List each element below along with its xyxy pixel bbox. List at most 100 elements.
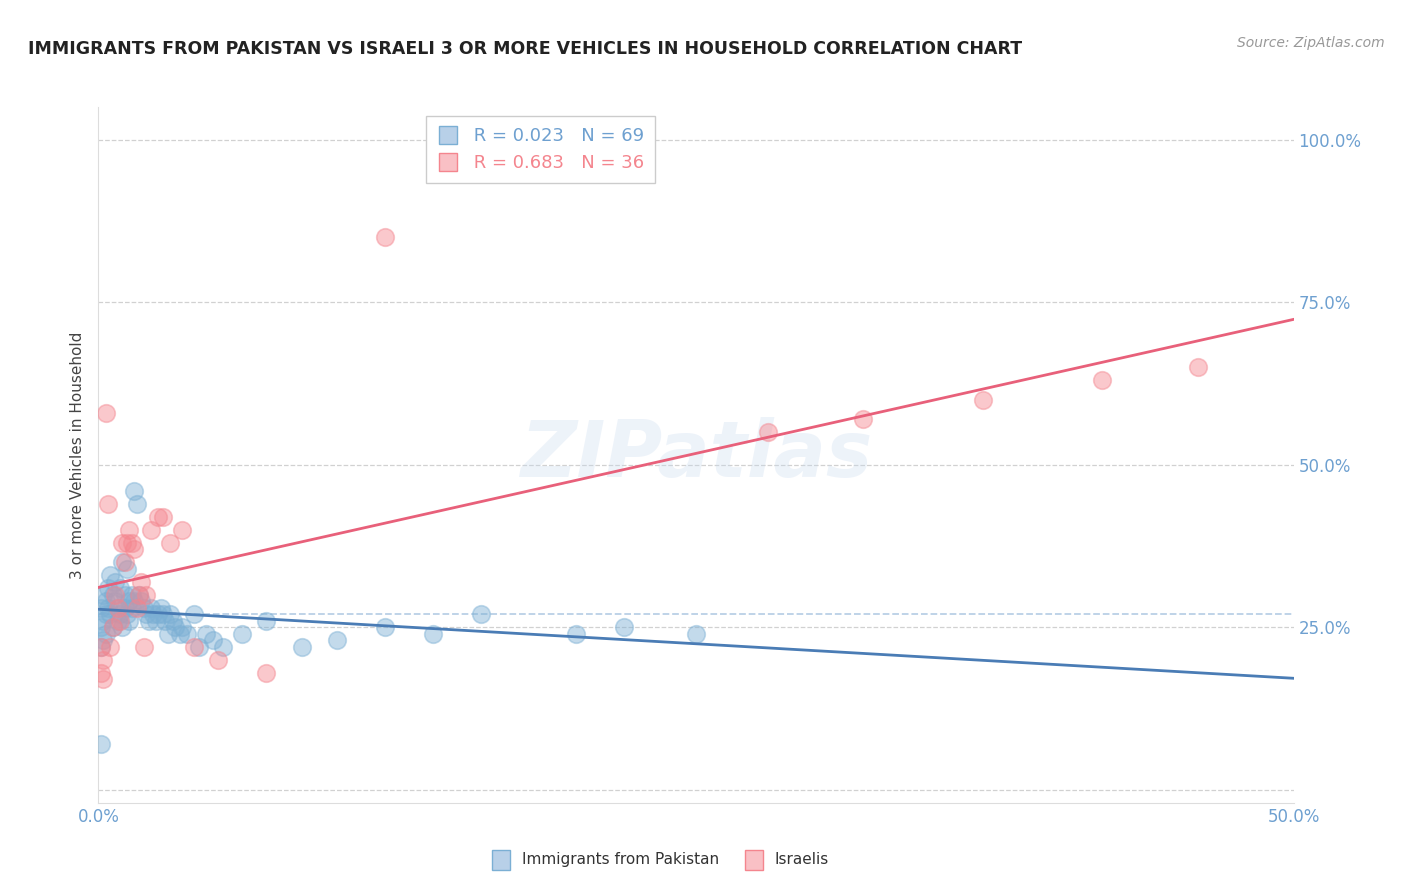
Point	[131, 574, 153, 589]
Point	[132, 600, 155, 615]
Point	[118, 594, 141, 608]
Point	[118, 523, 141, 537]
Point	[94, 607, 117, 622]
Text: Source: ZipAtlas.com: Source: ZipAtlas.com	[1237, 36, 1385, 50]
Point	[149, 600, 172, 615]
Point	[131, 594, 153, 608]
Point	[115, 607, 138, 622]
Point	[145, 614, 167, 628]
Point	[124, 594, 146, 608]
Point	[202, 633, 225, 648]
Point	[374, 620, 396, 634]
Point	[254, 614, 277, 628]
Point	[187, 640, 209, 654]
Point	[152, 607, 174, 622]
Point	[142, 607, 165, 622]
Point	[124, 542, 146, 557]
Point	[162, 614, 184, 628]
Point	[107, 600, 129, 615]
Point	[104, 594, 127, 608]
Point	[685, 626, 707, 640]
Point	[613, 620, 636, 634]
Point	[91, 633, 114, 648]
Point	[211, 640, 233, 654]
Point	[108, 607, 131, 622]
Point	[148, 607, 170, 622]
Point	[159, 535, 181, 549]
Y-axis label: 3 or more Vehicles in Household: 3 or more Vehicles in Household	[70, 331, 86, 579]
Point	[114, 555, 136, 569]
Point	[104, 574, 127, 589]
Point	[176, 626, 198, 640]
Point	[152, 509, 174, 524]
Point	[107, 600, 129, 615]
Point	[101, 588, 124, 602]
Point	[374, 230, 396, 244]
Point	[1187, 360, 1209, 375]
Point	[115, 535, 138, 549]
Point	[183, 607, 205, 622]
Point	[156, 626, 179, 640]
Point	[852, 412, 875, 426]
Point	[104, 588, 127, 602]
Point	[108, 614, 131, 628]
Text: Immigrants from Pakistan: Immigrants from Pakistan	[522, 853, 718, 867]
Point	[91, 614, 114, 628]
Point	[128, 588, 150, 602]
Point	[231, 626, 253, 640]
Point	[114, 588, 136, 602]
Point	[94, 594, 117, 608]
Point	[1091, 373, 1114, 387]
Point	[108, 581, 131, 595]
Point	[254, 665, 277, 680]
Point	[121, 535, 143, 549]
Point	[422, 626, 444, 640]
Point	[90, 640, 112, 654]
Point	[125, 497, 148, 511]
Point	[756, 425, 779, 439]
Point	[90, 737, 112, 751]
Point	[97, 497, 120, 511]
Point	[159, 607, 181, 622]
Point	[148, 509, 170, 524]
Point	[98, 607, 122, 622]
Point	[107, 614, 129, 628]
Text: ZIPatlas: ZIPatlas	[520, 417, 872, 493]
Legend:  R = 0.023   N = 69,  R = 0.683   N = 36: R = 0.023 N = 69, R = 0.683 N = 36	[426, 116, 655, 183]
Point	[172, 523, 194, 537]
Point	[91, 653, 114, 667]
Point	[91, 672, 114, 686]
Point	[132, 640, 155, 654]
Point	[138, 614, 160, 628]
Point	[90, 600, 112, 615]
Point	[118, 614, 141, 628]
Point	[135, 588, 157, 602]
Point	[114, 600, 136, 615]
Point	[183, 640, 205, 654]
Point	[128, 588, 150, 602]
Point	[90, 620, 112, 634]
Point	[155, 614, 177, 628]
Point	[91, 588, 114, 602]
Point	[111, 535, 134, 549]
Point	[94, 406, 117, 420]
Point	[124, 483, 146, 498]
Point	[972, 392, 994, 407]
Point	[139, 600, 162, 615]
Point	[195, 626, 218, 640]
Point	[90, 640, 112, 654]
Point	[291, 640, 314, 654]
Point	[207, 653, 229, 667]
Point	[169, 626, 191, 640]
Point	[101, 620, 124, 634]
Point	[125, 600, 148, 615]
Point	[97, 600, 120, 615]
Text: Israelis: Israelis	[775, 853, 830, 867]
Point	[111, 555, 134, 569]
Point	[172, 620, 194, 634]
Point	[139, 523, 162, 537]
Point	[111, 620, 134, 634]
Point	[163, 620, 186, 634]
Point	[97, 581, 120, 595]
Point	[121, 588, 143, 602]
